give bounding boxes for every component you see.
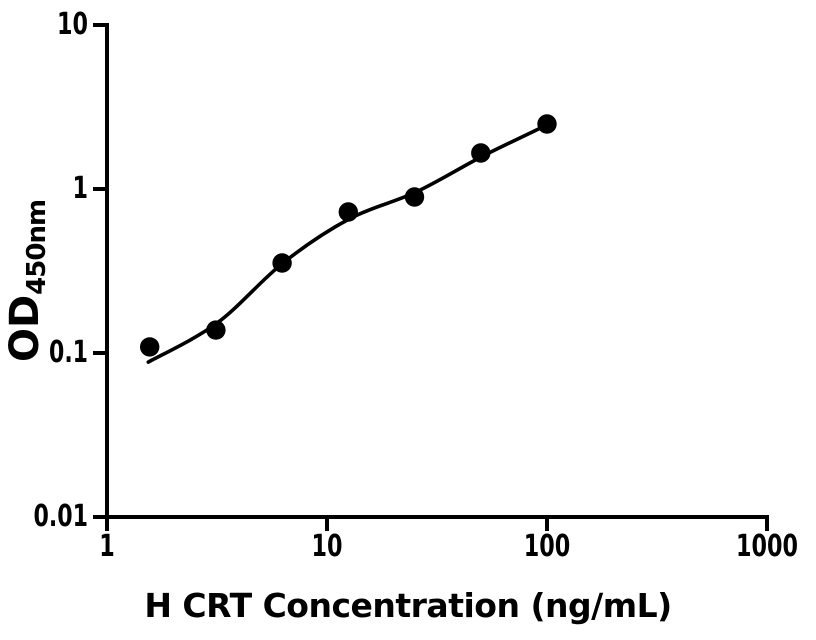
x-tick-label: 1000 [736,529,798,564]
data-points-group [140,114,557,357]
data-point [206,320,226,340]
ticks-group [93,23,769,531]
x-tick-label: 100 [524,529,571,564]
data-point [338,202,358,222]
x-axis-title: H CRT Concentration (ng/mL) [144,586,672,625]
y-axis-title-main: OD [2,294,48,363]
y-tick-label: 0.1 [49,335,88,370]
y-tick-label: 0.01 [34,499,89,534]
axes-group [105,23,769,519]
data-point [272,253,292,273]
data-point [537,114,557,134]
y-tick-label: 10 [57,7,88,42]
data-point [404,187,425,207]
x-tick-label: 1 [99,529,115,564]
y-tick-label: 1 [73,171,89,206]
x-tick-label: 10 [312,529,343,564]
y-axis-title: OD 450nm [2,149,58,413]
y-axis-title-subscript: 450nm [22,199,52,295]
data-point [140,337,160,357]
tick-labels-group: 1 10 100 1000 0.01 0.1 1 10 [34,7,799,564]
data-point [471,143,491,163]
